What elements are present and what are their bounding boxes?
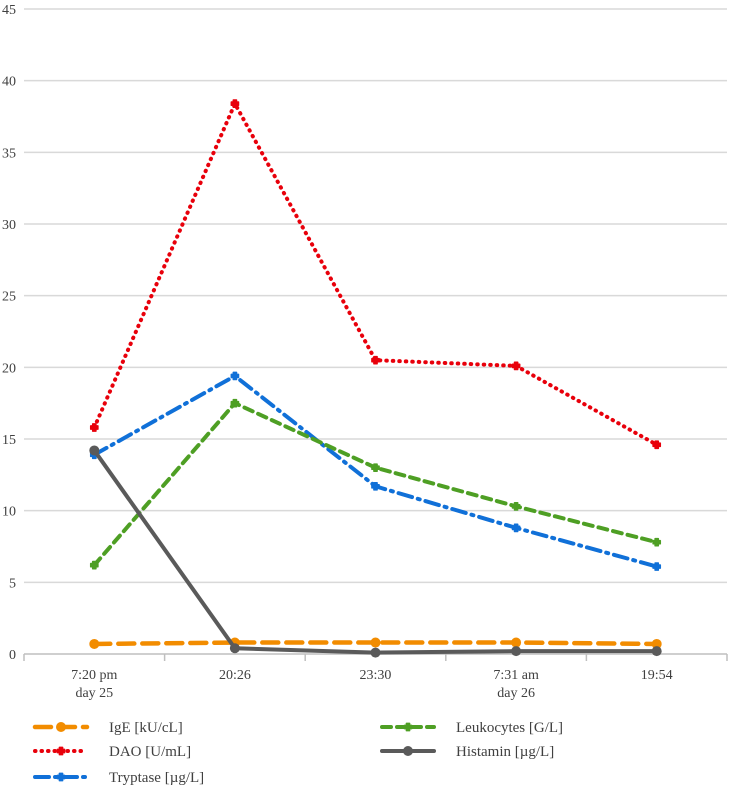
x-tick-label: 7:20 pm day 25 (71, 668, 117, 701)
y-tick-label: 45 (2, 3, 16, 18)
data-point-histamin (370, 647, 381, 658)
y-tick-label: 0 (9, 648, 16, 663)
y-axis-ticks: 0 5 10 15 20 25 30 35 40 45 (2, 3, 16, 663)
data-point-ige (370, 637, 381, 648)
legend-label: Tryptase [µg/L] (109, 770, 204, 786)
data-point-dao (511, 361, 521, 371)
x-tick-label-line: 7:31 am (493, 668, 539, 683)
legend-item-ige: IgE [kU/cL] (32, 720, 183, 736)
legend-swatch-marker (403, 746, 413, 756)
x-tick-label-line: 20:26 (219, 668, 251, 683)
legend-swatch-marker (56, 772, 66, 782)
x-tick-label-line: 19:54 (641, 668, 673, 683)
x-tick-label-line: day 25 (75, 686, 113, 701)
data-point-tryptase (371, 481, 380, 491)
series-line-dao (92, 101, 659, 447)
legend-item-tryptase: Tryptase [µg/L] (33, 770, 204, 786)
legend-label: IgE [kU/cL] (109, 720, 183, 736)
data-point-tryptase (652, 562, 662, 571)
data-point-tryptase (230, 371, 240, 381)
data-point-histamin (511, 646, 522, 657)
data-point-leukocytes (89, 560, 99, 570)
data-point-dao (89, 423, 99, 432)
x-tick-label-line: 7:20 pm (71, 668, 117, 683)
x-tick-label-line: day 26 (497, 686, 535, 701)
legend-swatch-marker (403, 722, 413, 732)
legend-label: Leukocytes [G/L] (456, 720, 563, 736)
y-tick-label: 35 (2, 146, 16, 161)
series-line-histamin (92, 448, 659, 655)
x-tick-label: 7:31 am day 26 (493, 668, 539, 701)
series-dao (89, 99, 662, 450)
legend-item-leukocytes: Leukocytes [G/L] (380, 720, 563, 736)
data-point-leukocytes (652, 537, 662, 547)
y-tick-label: 25 (2, 290, 16, 305)
data-point-histamin (651, 646, 662, 657)
y-tick-label: 20 (2, 361, 16, 376)
data-point-leukocytes (371, 463, 380, 473)
data-point-dao (371, 355, 380, 365)
series-leukocytes (89, 398, 662, 570)
x-tick-label: 20:26 (219, 668, 251, 683)
legend-label: DAO [U/mL] (109, 744, 191, 760)
legend-label: Histamin [µg/L] (456, 744, 554, 760)
data-point-histamin (89, 445, 100, 456)
legend-item-dao: DAO [U/mL] (33, 744, 191, 760)
x-tick-label: 23:30 (360, 668, 392, 683)
series-histamin (89, 445, 662, 658)
x-tick-label-line: 23:30 (360, 668, 392, 683)
y-tick-label: 15 (2, 433, 16, 448)
data-point-dao (230, 99, 240, 108)
legend-swatch-marker (56, 746, 66, 756)
x-tick-label: 19:54 (641, 668, 673, 683)
legend-swatch-marker (56, 722, 66, 732)
data-point-ige (511, 637, 522, 648)
legend-item-histamin: Histamin [µg/L] (380, 744, 554, 760)
data-point-ige (651, 638, 662, 649)
series-lines (89, 99, 662, 658)
x-axis-ticks: 7:20 pm day 25 20:26 23:30 7:31 am day 26 19:5… (23, 654, 728, 701)
data-point-ige (89, 638, 100, 649)
data-point-histamin (229, 643, 240, 654)
data-point-dao (652, 440, 662, 450)
y-tick-label: 5 (9, 576, 16, 591)
data-point-leukocytes (230, 398, 240, 408)
gridlines (24, 8, 727, 655)
y-tick-label: 10 (2, 505, 16, 520)
legend: IgE [kU/cL] DAO [U/mL] Tryptase [µg/L] Leuk… (32, 720, 563, 786)
y-tick-label: 40 (2, 75, 16, 90)
y-tick-label: 30 (2, 218, 16, 233)
series-ige (89, 637, 662, 649)
data-point-leukocytes (511, 502, 521, 511)
data-point-tryptase (511, 523, 521, 533)
